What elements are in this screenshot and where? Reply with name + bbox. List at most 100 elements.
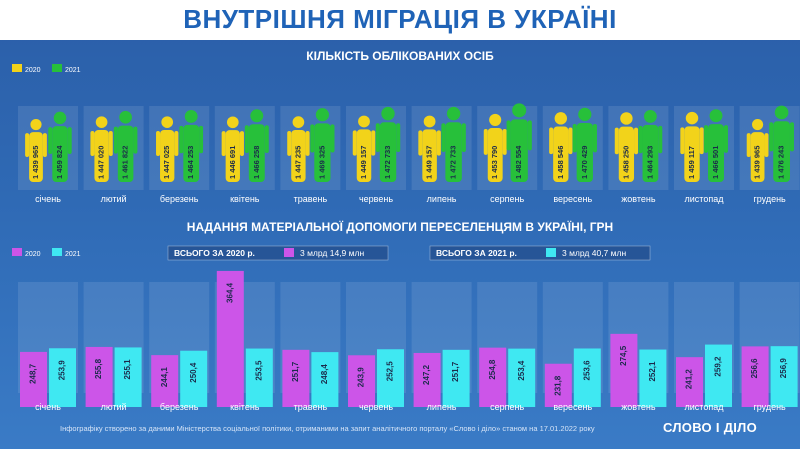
people-2020-3-head (226, 116, 239, 129)
people-2020-8-head (554, 112, 568, 125)
people-2020-2-value: 1 447 025 (162, 146, 171, 179)
people-2021-9-head (643, 110, 657, 123)
aid-value-2020: 254,8 (488, 359, 497, 380)
people-2020-5-arm-right (371, 130, 376, 156)
people-2021-6-body (445, 122, 462, 182)
people-month-label: липень (427, 194, 457, 204)
people-2021-2-head (184, 110, 198, 123)
people-2021-5-head (381, 106, 395, 121)
aid-bar-2021 (705, 344, 732, 407)
people-2021-2-body (183, 124, 200, 182)
people-2021-2-arm-right (199, 125, 204, 154)
aid-value-2020: 241,2 (685, 369, 694, 390)
aid-value-2021: 248,4 (320, 364, 329, 385)
aid-total-value: 3 млрд 40,7 млн (562, 248, 626, 258)
people-2020-5-value: 1 449 157 (359, 146, 368, 179)
people-2020-4-value: 1 447 235 (293, 146, 302, 179)
people-2021-0-body (52, 126, 68, 182)
people-2020-9-head (620, 112, 633, 125)
aid-bar-2021 (639, 349, 667, 407)
people-month-label: вересень (553, 194, 592, 204)
aid-bar-2021 (508, 348, 536, 407)
people-2021-1-value: 1 461 822 (121, 146, 130, 179)
people-2020-7-body (487, 127, 503, 182)
people-2020-11-head (752, 118, 764, 131)
legend-label-aid-2021: 2021 (65, 251, 81, 258)
aid-bar-2021 (377, 349, 404, 407)
people-2021-3-arm-right (264, 125, 269, 153)
people-2020-8-value: 1 458 546 (556, 146, 565, 179)
aid-total-label: ВСЬОГО ЗА 2021 р. (436, 248, 517, 258)
aid-month-label: вересень (553, 402, 592, 412)
aid-value-2020: 231,8 (553, 375, 562, 396)
people-month-label: квітень (230, 194, 260, 204)
people-2021-9-arm-left (638, 125, 643, 154)
people-2020-6-head (423, 115, 436, 128)
people-2020-9-arm-right (634, 127, 639, 155)
source-footnote: Інфографіку створено за даними Міністерс… (60, 424, 595, 433)
charts-canvas: КІЛЬКІСТЬ ОБЛІКОВАНИХ ОСІБ 2020 2021 1 439 … (12, 49, 800, 412)
aid-bar-2021 (442, 349, 470, 407)
aid-chart-title: НАДАННЯ МАТЕРІАЛЬНОЇ ДОПОМОГИ ПЕРЕСЕЛЕНЦ… (187, 219, 613, 234)
aid-bar-2021 (770, 346, 798, 407)
aid-total-swatch (546, 248, 556, 257)
aid-month-label: березень (160, 402, 199, 412)
people-2020-1-value: 1 447 020 (97, 146, 106, 179)
aid-bar-2020 (676, 357, 703, 407)
aid-bar-2021 (311, 352, 339, 407)
people-2021-0-arm-right (67, 127, 72, 154)
people-2021-11-arm-right (789, 122, 794, 152)
aid-value-2021: 253,5 (254, 360, 263, 381)
people-2021-0-arm-left (48, 127, 53, 154)
people-2021-7-arm-left (506, 120, 511, 151)
aid-month-label: листопад (685, 402, 725, 412)
people-2020-0-head (30, 118, 42, 131)
aid-value-2021: 251,7 (451, 361, 460, 382)
people-2021-0-head (53, 111, 67, 125)
aid-bar-2020 (413, 352, 441, 407)
people-2020-4-head (292, 116, 305, 128)
people-2021-8-arm-left (572, 123, 577, 153)
people-2020-4-arm-left (287, 130, 292, 156)
people-2020-7-arm-right (502, 128, 507, 155)
people-month-label: листопад (685, 194, 725, 204)
people-2021-9-body (642, 124, 659, 182)
legend-swatch-aid-2021 (52, 248, 62, 256)
people-2020-11-value: 1 439 965 (753, 146, 762, 179)
people-2020-8-body (553, 126, 569, 182)
people-month-label: січень (35, 194, 61, 204)
aid-month-label: червень (359, 402, 393, 412)
aid-bar-2020 (479, 347, 507, 407)
people-2021-5-body (379, 122, 397, 182)
aid-bar-2020 (282, 349, 310, 407)
people-2021-2-value: 1 464 253 (186, 146, 195, 179)
people-2021-3-arm-left (244, 125, 249, 153)
people-2021-3-body (248, 124, 265, 182)
people-2021-11-body (773, 121, 790, 182)
people-2020-3-arm-right (239, 131, 244, 157)
people-2020-11-body (750, 132, 765, 182)
aid-total-box (429, 245, 651, 261)
people-2021-7-value: 1 482 554 (514, 145, 523, 179)
people-2020-10-head (685, 111, 699, 125)
aid-value-2020: 248,7 (29, 363, 38, 384)
people-2021-5-arm-right (396, 123, 401, 152)
people-2020-7-arm-left (483, 128, 488, 155)
aid-month-label: грудень (753, 402, 786, 412)
people-2021-10-body (708, 124, 724, 182)
people-2020-2-arm-left (156, 131, 161, 156)
page-title: ВНУТРІШНЯ МІГРАЦІЯ В УКРАЇНІ (183, 4, 617, 34)
people-2021-10-value: 1 466 501 (711, 146, 720, 179)
people-2020-8-arm-right (568, 127, 573, 155)
aid-month-label: січень (35, 402, 61, 412)
legend-swatch-aid-2020 (12, 248, 22, 256)
aid-value-2021: 253,9 (58, 360, 67, 381)
people-2021-4-value: 1 469 325 (317, 146, 326, 179)
people-2020-3-value: 1 446 691 (228, 146, 237, 179)
aid-bar-2020 (610, 333, 638, 407)
legend-label-aid-2020: 2020 (25, 251, 41, 258)
people-month-label: березень (160, 194, 199, 204)
people-2021-6-head (446, 106, 461, 121)
people-2021-0-value: 1 459 824 (55, 145, 64, 179)
